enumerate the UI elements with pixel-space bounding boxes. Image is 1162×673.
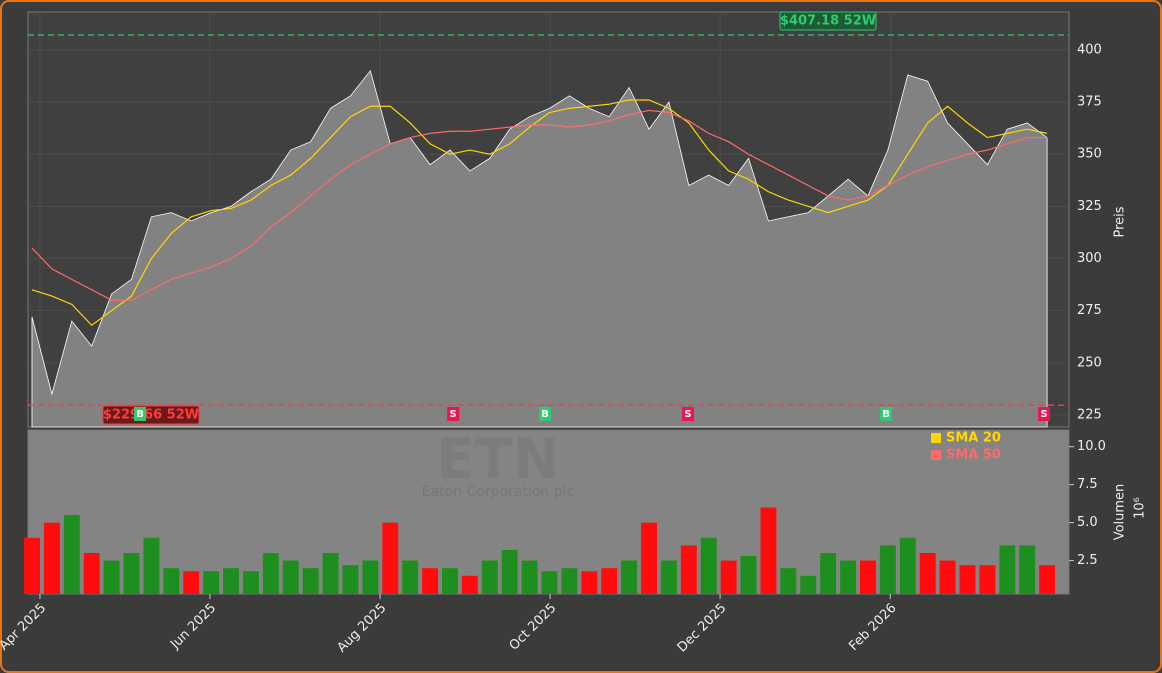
y-tick-label: 350: [1077, 147, 1102, 162]
volume-bar: [402, 560, 419, 594]
y-tick-label: 10.0: [1077, 439, 1106, 454]
volume-bar: [223, 568, 239, 594]
annotation-label: $407.18 52W: [780, 14, 876, 29]
volume-bar: [422, 568, 439, 594]
y-tick-label: 300: [1077, 251, 1102, 266]
signal-label: B: [882, 409, 890, 420]
volume-bar: [720, 560, 737, 594]
y-tick-label: 2.5: [1077, 553, 1098, 568]
volume-bar: [203, 571, 220, 594]
volume-bar: [322, 553, 339, 594]
annotation-box: [779, 11, 877, 31]
volume-bar: [521, 560, 538, 594]
volume-bar: [461, 575, 478, 594]
y-tick-label: 5.0: [1077, 515, 1098, 530]
y-tick-label: 375: [1077, 95, 1102, 110]
volume-bar: [342, 565, 359, 594]
signal-marker: [682, 407, 695, 421]
volume-bar: [481, 560, 498, 594]
sma-line: [31, 109, 1048, 301]
volume-bar: [362, 560, 379, 594]
volume-bar: [800, 575, 817, 594]
volume-bar: [601, 568, 618, 594]
signal-label: B: [136, 409, 144, 420]
volume-bar: [780, 568, 797, 594]
volume-bar: [979, 565, 996, 594]
signal-label: S: [1041, 409, 1048, 420]
y-tick-label: 400: [1077, 42, 1102, 57]
signal-marker: [134, 407, 147, 421]
volume-bar: [43, 522, 60, 594]
volume-bar: [83, 553, 100, 594]
volume-bar: [103, 560, 120, 594]
volume-bar: [63, 515, 80, 594]
y-axis-label: Volumen: [1113, 484, 1128, 541]
y-axis-label: Preis: [1113, 206, 1128, 237]
volume-bar: [541, 571, 558, 594]
y-tick-label: 325: [1077, 199, 1102, 214]
volume-bar: [999, 545, 1016, 594]
volume-bar: [660, 560, 677, 594]
legend-label: SMA 50: [946, 448, 1001, 463]
y-tick-label: 225: [1077, 407, 1102, 422]
volume-bar: [700, 537, 717, 594]
legend-swatch: [931, 433, 941, 443]
volume-bar: [163, 568, 180, 594]
y-tick-label: 250: [1077, 355, 1102, 370]
volume-bar: [123, 553, 140, 594]
volume-bar: [860, 560, 876, 594]
annotation-label: $229.66 52W: [103, 408, 199, 423]
volume-bar: [760, 507, 777, 594]
volume-bar: [959, 565, 976, 594]
legend-swatch: [931, 450, 941, 460]
signal-label: S: [684, 409, 691, 420]
volume-bar: [302, 568, 319, 594]
signal-marker: [539, 407, 552, 421]
volume-bar: [242, 571, 259, 594]
ticker: ETN: [436, 427, 559, 492]
volume-bar: [143, 537, 160, 594]
volume-bar: [561, 568, 578, 594]
volume-bar: [740, 556, 757, 594]
volume-bar: [262, 553, 279, 594]
signal-marker: [880, 407, 893, 421]
volume-bar: [183, 571, 200, 594]
volume-bar: [382, 522, 399, 594]
signal-label: S: [450, 409, 457, 420]
legend-label: SMA 20: [946, 431, 1001, 446]
y-axis-scale: 10⁶: [1133, 497, 1148, 519]
volume-bar: [282, 560, 299, 594]
volume-bar: [24, 537, 40, 594]
volume-bar: [1019, 545, 1036, 594]
sma-line: [31, 99, 1048, 327]
company: Eaton Corporation plc: [422, 484, 574, 500]
volume-bar: [501, 549, 518, 594]
signal-marker: [1038, 407, 1051, 421]
y-tick-label: 7.5: [1077, 477, 1098, 492]
volume-bar: [899, 537, 916, 594]
volume-bar: [581, 571, 598, 594]
volume-bar: [840, 560, 857, 594]
volume-bar: [939, 560, 956, 594]
volume-bar: [820, 553, 837, 594]
annotation-box: [102, 405, 200, 425]
volume-bar: [680, 545, 697, 594]
volume-bar: [919, 553, 936, 594]
y-tick-label: 275: [1077, 303, 1102, 318]
volume-bar: [442, 568, 458, 594]
volume-bar: [1039, 565, 1056, 594]
price-area: [31, 69, 1048, 428]
signal-label: B: [541, 409, 549, 420]
volume-bar: [879, 545, 896, 594]
volume-bar: [641, 522, 657, 594]
volume-bar: [621, 560, 638, 594]
signal-marker: [447, 407, 460, 421]
